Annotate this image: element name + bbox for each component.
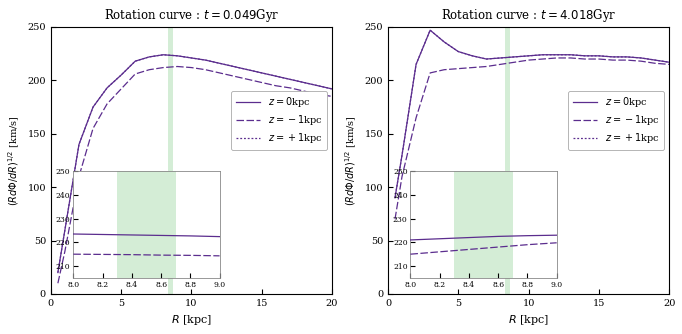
- Bar: [505, 27, 510, 294]
- X-axis label: $R$ [kpc]: $R$ [kpc]: [171, 313, 212, 327]
- Y-axis label: $(Rd\Phi/dR)^{1/2}$ [km/s]: $(Rd\Phi/dR)^{1/2}$ [km/s]: [7, 115, 22, 206]
- Legend: $z = 0$kpc, $z = -1$kpc, $z = +1$kpc: $z = 0$kpc, $z = -1$kpc, $z = +1$kpc: [231, 91, 327, 150]
- Bar: [168, 27, 173, 294]
- Title: Rotation curve : $t = 0.049$Gyr: Rotation curve : $t = 0.049$Gyr: [104, 7, 279, 24]
- Title: Rotation curve : $t = 4.018$Gyr: Rotation curve : $t = 4.018$Gyr: [441, 7, 617, 24]
- Y-axis label: $(Rd\Phi/dR)^{1/2}$ [km/s]: $(Rd\Phi/dR)^{1/2}$ [km/s]: [344, 115, 359, 206]
- X-axis label: $R$ [kpc]: $R$ [kpc]: [508, 313, 549, 327]
- Legend: $z = 0$kpc, $z = -1$kpc, $z = +1$kpc: $z = 0$kpc, $z = -1$kpc, $z = +1$kpc: [568, 91, 664, 150]
